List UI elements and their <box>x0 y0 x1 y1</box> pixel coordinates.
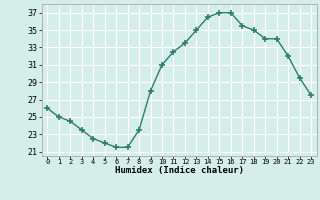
X-axis label: Humidex (Indice chaleur): Humidex (Indice chaleur) <box>115 166 244 175</box>
